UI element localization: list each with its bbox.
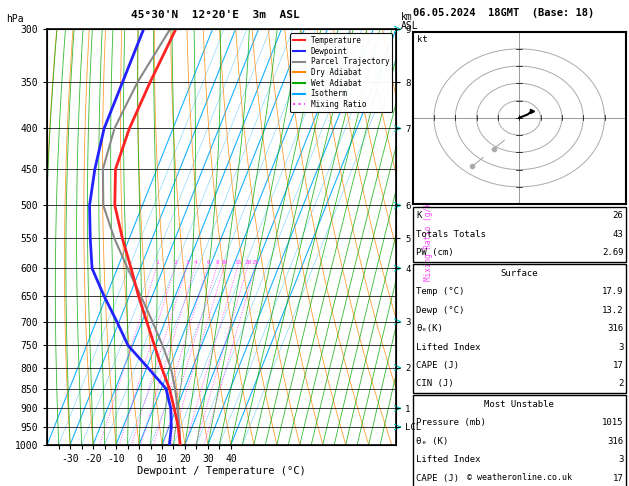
Text: 17.9: 17.9 [602, 287, 623, 296]
Text: 15: 15 [234, 260, 242, 265]
Text: Dewp (°C): Dewp (°C) [416, 306, 465, 314]
Text: ASL: ASL [401, 21, 418, 31]
Text: Lifted Index: Lifted Index [416, 343, 481, 351]
Text: 1: 1 [155, 260, 159, 265]
Text: 2.69: 2.69 [602, 248, 623, 257]
Text: 3: 3 [186, 260, 189, 265]
Text: CAPE (J): CAPE (J) [416, 474, 459, 483]
Text: 6: 6 [206, 260, 210, 265]
Text: Most Unstable: Most Unstable [484, 400, 554, 409]
Text: 316: 316 [607, 324, 623, 333]
Text: Temp (°C): Temp (°C) [416, 287, 465, 296]
Y-axis label: Mixing Ratio (g/kg): Mixing Ratio (g/kg) [424, 193, 433, 281]
Text: 10: 10 [221, 260, 228, 265]
Text: © weatheronline.co.uk: © weatheronline.co.uk [467, 473, 572, 482]
Text: kt: kt [417, 35, 428, 44]
Text: Totals Totals: Totals Totals [416, 230, 486, 239]
Text: K: K [416, 211, 422, 220]
Text: 13.2: 13.2 [602, 306, 623, 314]
Text: 43: 43 [613, 230, 623, 239]
Text: 1015: 1015 [602, 418, 623, 427]
Text: 3: 3 [618, 455, 623, 464]
Text: 2: 2 [174, 260, 177, 265]
Text: 45°30'N  12°20'E  3m  ASL: 45°30'N 12°20'E 3m ASL [131, 10, 300, 19]
Text: 25: 25 [252, 260, 259, 265]
Text: 8: 8 [215, 260, 219, 265]
Text: Pressure (mb): Pressure (mb) [416, 418, 486, 427]
Text: 3: 3 [618, 343, 623, 351]
Text: Surface: Surface [501, 269, 538, 278]
Text: 17: 17 [613, 474, 623, 483]
Text: 4: 4 [194, 260, 198, 265]
Text: 20: 20 [244, 260, 252, 265]
Text: CAPE (J): CAPE (J) [416, 361, 459, 370]
Text: km: km [401, 13, 413, 22]
Text: θₑ (K): θₑ (K) [416, 437, 448, 446]
Text: 2: 2 [618, 380, 623, 388]
Text: CIN (J): CIN (J) [416, 380, 454, 388]
Text: 17: 17 [613, 361, 623, 370]
Text: hPa: hPa [6, 14, 24, 24]
Text: 316: 316 [607, 437, 623, 446]
Text: 06.05.2024  18GMT  (Base: 18): 06.05.2024 18GMT (Base: 18) [413, 8, 594, 18]
Text: θₑ(K): θₑ(K) [416, 324, 443, 333]
Text: Lifted Index: Lifted Index [416, 455, 481, 464]
Text: 26: 26 [613, 211, 623, 220]
X-axis label: Dewpoint / Temperature (°C): Dewpoint / Temperature (°C) [137, 467, 306, 476]
Text: PW (cm): PW (cm) [416, 248, 454, 257]
Legend: Temperature, Dewpoint, Parcel Trajectory, Dry Adiabat, Wet Adiabat, Isotherm, Mi: Temperature, Dewpoint, Parcel Trajectory… [290, 33, 392, 112]
